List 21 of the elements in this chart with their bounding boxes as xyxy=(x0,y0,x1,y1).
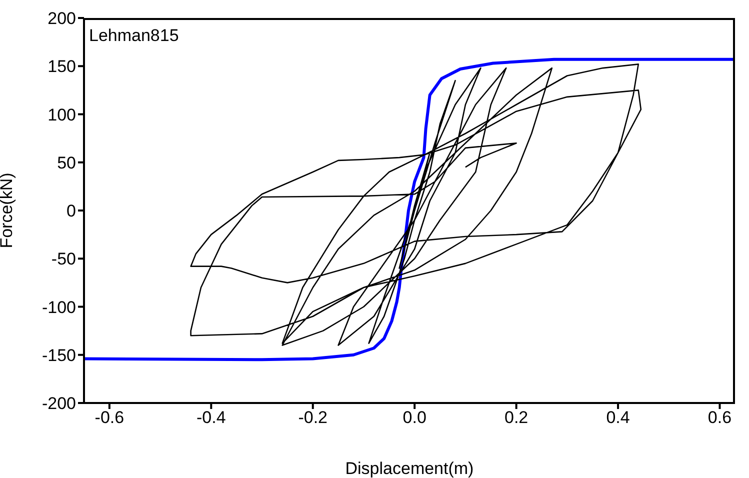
x-tick-label: 0.4 xyxy=(606,408,630,428)
y-tick-label: -100 xyxy=(42,298,76,317)
y-tick-label: 100 xyxy=(48,105,76,124)
y-tick-label: 0 xyxy=(66,202,76,221)
y-axis-title: Force(kN) xyxy=(0,172,16,248)
y-tick-label: 150 xyxy=(48,57,76,76)
x-tick-label: -0.4 xyxy=(196,408,226,428)
line-series xyxy=(84,58,735,362)
y-tick-label: 50 xyxy=(57,153,76,172)
y-tick-label: -150 xyxy=(42,346,76,365)
x-axis-title: Displacement(m) xyxy=(345,459,474,478)
line-series xyxy=(190,64,642,346)
x-tick-label: -0.2 xyxy=(298,408,328,428)
x-tick-label: 0.2 xyxy=(504,408,528,428)
x-tick-label: -0.6 xyxy=(94,408,124,428)
annotation: Lehman815 xyxy=(89,26,179,46)
y-tick-label: -200 xyxy=(42,394,76,414)
y-tick-label: 200 xyxy=(48,9,76,28)
y-tick-label: -50 xyxy=(51,250,76,269)
x-tick-label: 0.0 xyxy=(402,408,426,428)
x-tick-label: 0.6 xyxy=(708,408,732,428)
